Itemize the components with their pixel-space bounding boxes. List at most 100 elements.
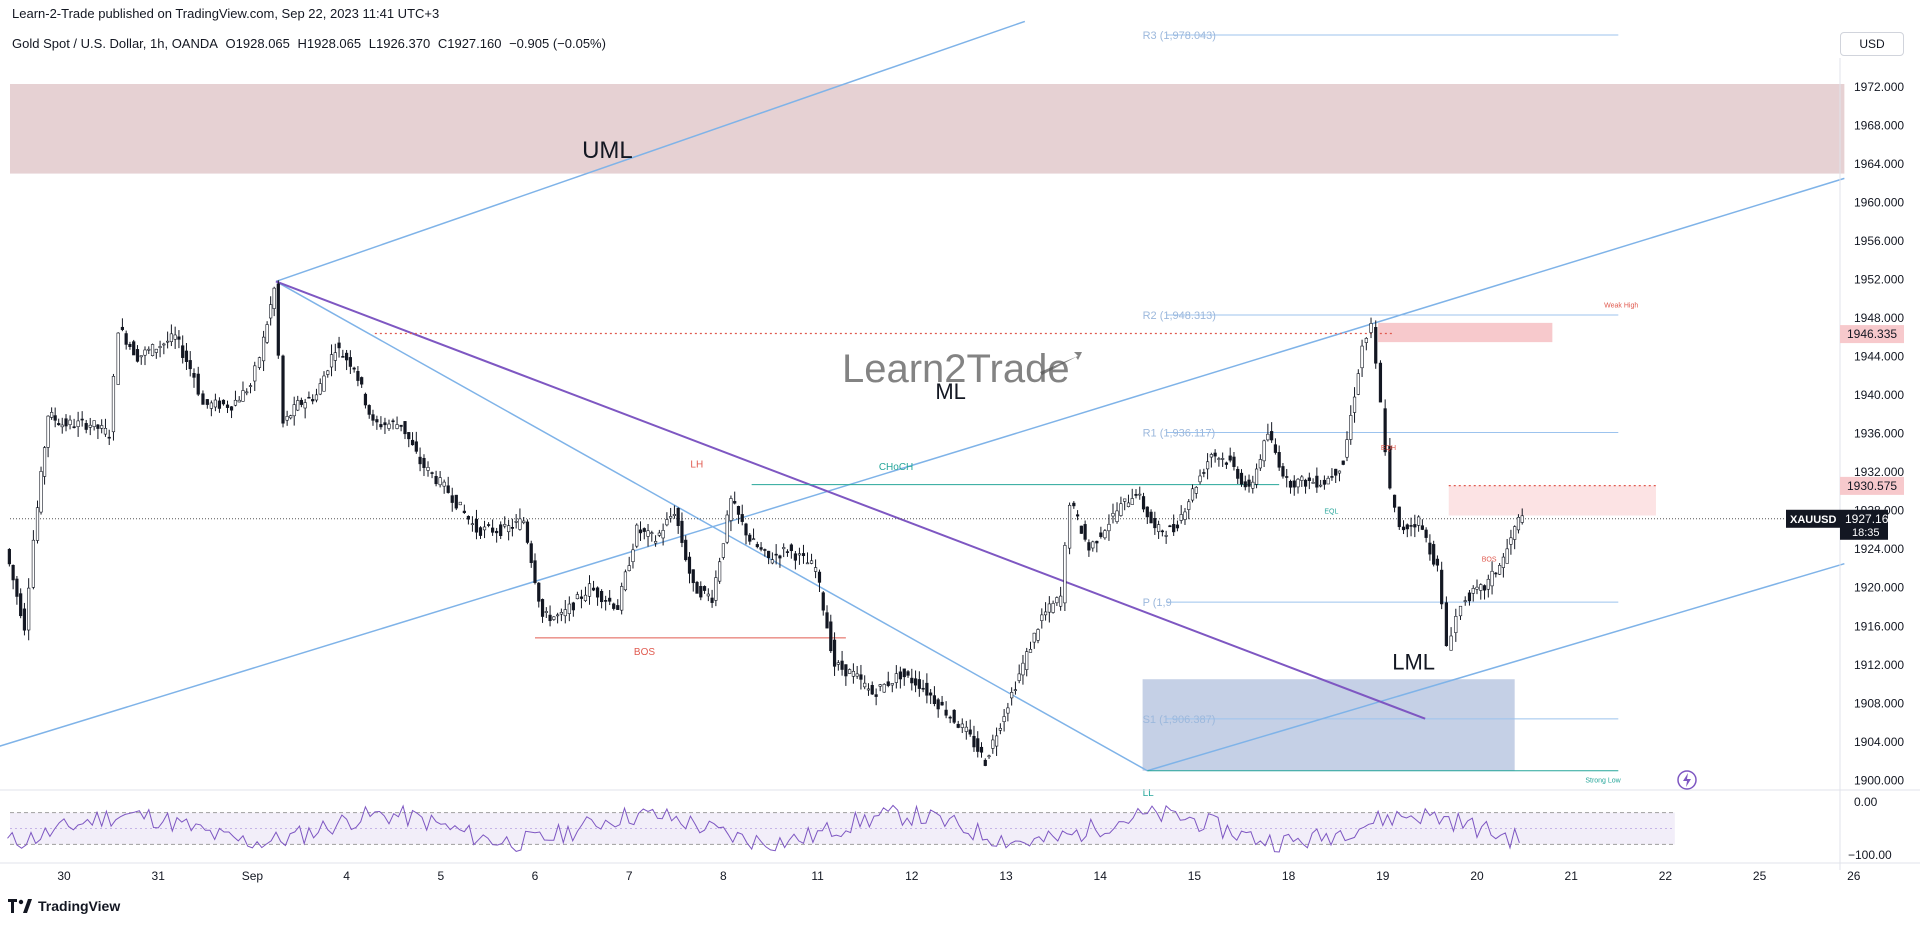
candle-body-377 [1471, 588, 1475, 594]
candle-body-368 [1432, 544, 1436, 565]
candle-body-348 [1349, 415, 1353, 440]
candle-body-367 [1428, 542, 1432, 555]
candle-body-181 [710, 597, 714, 603]
candle-body-262 [1021, 662, 1025, 676]
candle-body-214 [836, 662, 840, 665]
candle-body-226 [882, 683, 886, 693]
candle-body-165 [650, 532, 654, 534]
candle-body-319 [1239, 472, 1244, 485]
candle-body-388 [1513, 526, 1517, 540]
candle-body-50 [201, 393, 205, 405]
candle-body-245 [956, 723, 960, 728]
currency-button[interactable]: USD [1840, 32, 1904, 56]
candle-body-309 [1202, 472, 1206, 474]
candle-body-288 [1123, 498, 1127, 502]
candle-body-104 [410, 439, 415, 446]
candle-body-170 [669, 516, 673, 519]
candle-body-219 [855, 673, 859, 677]
y-tick-8: 1940.000 [1854, 388, 1904, 402]
pivot-label-3: P (1,9 [1143, 597, 1172, 609]
y-tick-10: 1932.000 [1854, 465, 1904, 479]
candle-body-87 [344, 352, 349, 361]
candle-body-150 [591, 587, 596, 591]
candle-body-27 [111, 376, 116, 433]
ll-label: LL [1143, 788, 1155, 799]
candle-body-335 [1300, 476, 1304, 481]
candle-body-339 [1315, 475, 1319, 488]
x-tick-11: 14 [1094, 869, 1108, 883]
candle-body-128 [507, 525, 511, 533]
y-tick-14: 1916.000 [1854, 619, 1904, 633]
candle-body-327 [1270, 431, 1274, 441]
candle-body-166 [653, 541, 658, 544]
candle-body-273 [1063, 545, 1067, 604]
candle-body-85 [337, 342, 341, 349]
footer-brand[interactable]: TradingView [8, 898, 120, 914]
candle-body-389 [1516, 516, 1521, 531]
candle-body-52 [209, 402, 213, 409]
candle-body-155 [612, 603, 616, 609]
y-tick-16: 1908.000 [1854, 696, 1904, 710]
candle-body-154 [608, 597, 612, 602]
candle-body-244 [952, 709, 956, 723]
candle-body-220 [859, 674, 863, 680]
candle-body-58 [233, 399, 238, 406]
price-tag-value-1: 1930.575 [1847, 479, 1897, 493]
ohlc-low: L1926.370 [368, 36, 431, 51]
candle-body-189 [740, 514, 744, 522]
candle-body-148 [583, 594, 588, 601]
candle-body-213 [832, 639, 837, 667]
candle-body-334 [1296, 478, 1300, 488]
tradingview-logo-icon [8, 899, 32, 913]
candle-body-228 [890, 683, 894, 686]
candle-body-8 [39, 471, 43, 513]
candle-body-387 [1509, 537, 1513, 545]
candle-body-317 [1232, 456, 1236, 467]
candle-body-129 [510, 527, 514, 529]
candle-body-195 [763, 549, 767, 551]
candle-body-183 [718, 561, 722, 582]
candle-body-188 [736, 506, 741, 515]
candle-body-230 [898, 671, 902, 680]
candle-body-143 [563, 609, 567, 617]
candle-body-271 [1055, 597, 1059, 604]
candle-body-200 [782, 547, 786, 550]
candle-body-329 [1277, 452, 1281, 468]
candle-body-37 [150, 344, 155, 356]
candle-body-279 [1087, 542, 1091, 551]
candle-body-316 [1228, 455, 1232, 461]
candle-body-224 [874, 694, 878, 697]
candle-body-153 [604, 600, 608, 602]
candle-body-43 [173, 334, 177, 340]
candle-body-297 [1157, 524, 1161, 532]
candle-body-68 [272, 287, 276, 309]
candle-body-374 [1458, 605, 1463, 617]
candle-body-75 [299, 399, 303, 405]
candle-body-164 [646, 530, 650, 537]
candle-body-212 [829, 621, 833, 652]
candle-body-284 [1107, 523, 1111, 532]
candle-body-210 [821, 592, 825, 611]
pivot-label-0: R3 (1,978.043) [1143, 30, 1216, 42]
candle-body-341 [1322, 479, 1326, 485]
candle-body-205 [801, 553, 806, 557]
candle-body-225 [878, 684, 882, 687]
candle-body-238 [929, 692, 933, 696]
candle-body-158 [623, 571, 628, 591]
candle-body-249 [972, 735, 976, 748]
candle-body-326 [1266, 433, 1270, 441]
symbol-name[interactable]: Gold Spot / U.S. Dollar, 1h, OANDA [12, 36, 218, 51]
candle-body-376 [1467, 592, 1472, 602]
candle-body-357 [1388, 445, 1392, 489]
pivot-label-1: R2 (1,948.313) [1143, 310, 1216, 322]
y-tick-6: 1948.000 [1854, 311, 1904, 325]
candle-body-289 [1126, 502, 1131, 507]
candle-body-159 [627, 565, 631, 572]
candle-body-184 [721, 543, 725, 558]
candle-body-54 [217, 400, 222, 409]
candle-body-144 [567, 603, 571, 614]
candle-body-113 [446, 485, 450, 493]
price-tag-value-0: 1946.335 [1847, 327, 1897, 341]
candle-body-96 [379, 424, 383, 428]
